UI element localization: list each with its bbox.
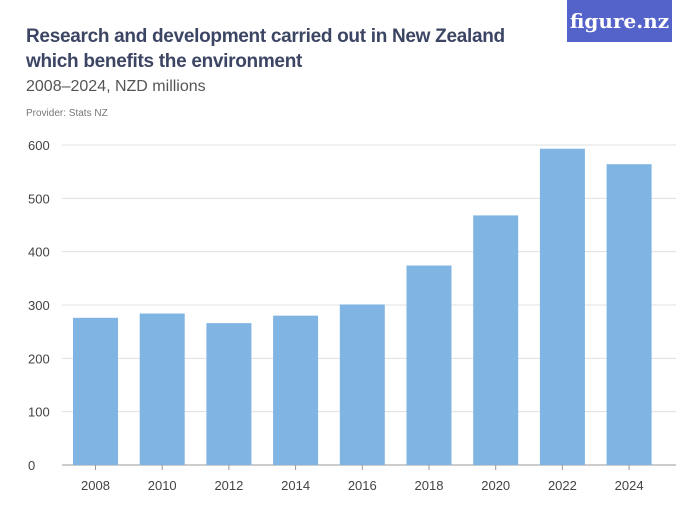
x-tick-label: 2008 bbox=[81, 478, 110, 493]
x-tick-label: 2010 bbox=[148, 478, 177, 493]
y-tick-label: 300 bbox=[28, 298, 50, 313]
y-tick-label: 0 bbox=[28, 458, 35, 473]
bar bbox=[606, 164, 652, 465]
x-tick-label: 2020 bbox=[481, 478, 510, 493]
chart-title: Research and development carried out in … bbox=[26, 26, 505, 72]
x-tick-label: 2016 bbox=[348, 478, 377, 493]
bar bbox=[139, 313, 185, 465]
provider-label: Provider: Stats NZ bbox=[26, 108, 108, 119]
bar bbox=[539, 148, 585, 465]
y-tick-label: 200 bbox=[28, 351, 50, 366]
y-tick-label: 600 bbox=[28, 138, 50, 153]
figure-nz-logo[interactable]: figure.nz bbox=[567, 0, 672, 42]
bar bbox=[73, 317, 118, 465]
x-tick-label: 2022 bbox=[548, 478, 577, 493]
x-tick-label: 2018 bbox=[415, 478, 444, 493]
y-tick-label: 100 bbox=[28, 405, 50, 420]
bar bbox=[339, 304, 385, 465]
x-tick-label: 2014 bbox=[281, 478, 310, 493]
chart-subtitle: 2008–2024, NZD millions bbox=[26, 78, 206, 95]
y-tick-label: 500 bbox=[28, 191, 50, 206]
x-tick-label: 2024 bbox=[615, 478, 644, 493]
bar bbox=[206, 323, 252, 465]
y-tick-label: 400 bbox=[28, 245, 50, 260]
bar bbox=[473, 215, 519, 465]
bar bbox=[273, 315, 319, 465]
bar bbox=[406, 265, 452, 465]
x-tick-label: 2012 bbox=[214, 478, 243, 493]
